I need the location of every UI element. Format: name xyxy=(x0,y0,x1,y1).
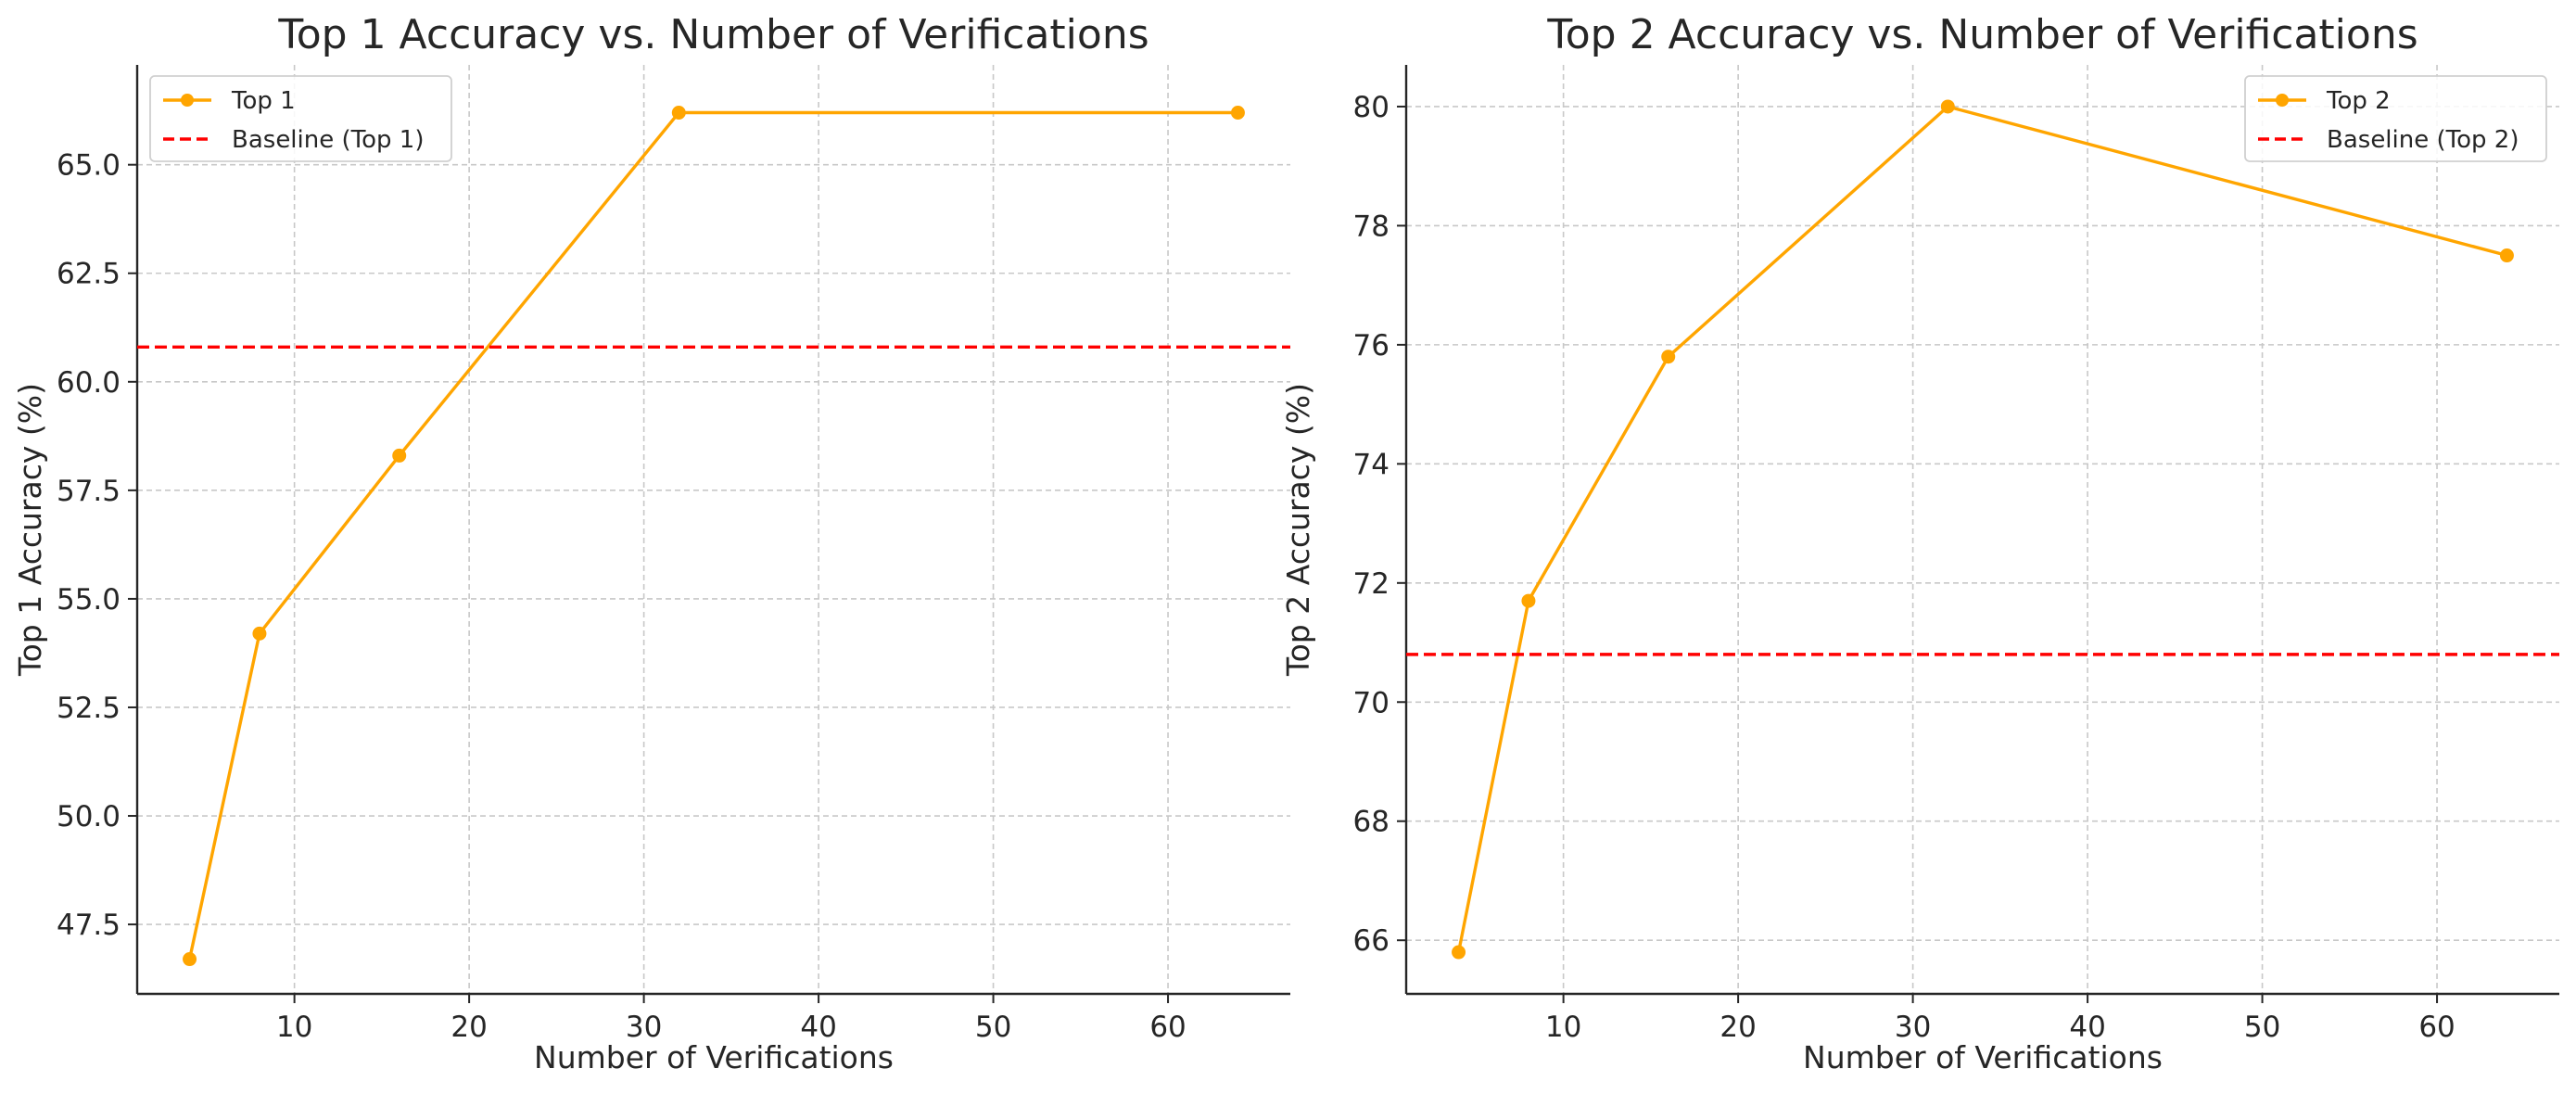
x-tick-label: 50 xyxy=(975,1011,1011,1044)
x-tick-label: 60 xyxy=(2418,1011,2455,1044)
y-tick-label: 52.5 xyxy=(57,692,121,725)
data-point xyxy=(1940,99,1955,114)
y-tick-label: 50.0 xyxy=(57,800,121,833)
x-tick-label: 10 xyxy=(1545,1011,1581,1044)
data-point xyxy=(183,952,197,967)
y-tick-label: 57.5 xyxy=(57,475,121,508)
x-tick-label: 10 xyxy=(276,1011,312,1044)
y-tick-label: 66 xyxy=(1353,924,1390,958)
legend-label: Baseline (Top 1) xyxy=(232,126,424,154)
legend: Top 2 Baseline (Top 2) xyxy=(2244,75,2547,162)
x-axis-label: Number of Verifications xyxy=(1803,1039,2163,1075)
y-tick-label: 76 xyxy=(1353,329,1390,363)
x-tick-label: 30 xyxy=(1895,1011,1931,1044)
y-tick-label: 72 xyxy=(1353,567,1390,601)
y-axis-label: Top 2 Accuracy (%) xyxy=(1280,383,1316,677)
y-axis-label: Top 1 Accuracy (%) xyxy=(12,383,48,677)
chart-panel-2: 10 20 30 40 50 60 66 68 70 72 74 76 78 80 Top 2 Accura… xyxy=(1280,11,2559,1075)
legend-swatch-marker xyxy=(181,94,194,107)
legend-box xyxy=(2244,75,2547,162)
x-tick-label: 40 xyxy=(800,1011,836,1044)
y-tick-label: 80 xyxy=(1353,91,1390,124)
data-point xyxy=(1521,593,1536,608)
y-tick-label: 68 xyxy=(1353,806,1390,839)
y-tick-label: 60.0 xyxy=(57,366,121,400)
y-tick-label: 78 xyxy=(1353,210,1390,243)
y-tick-label: 70 xyxy=(1353,686,1390,719)
legend-swatch-marker xyxy=(2276,94,2289,107)
legend-label: Baseline (Top 2) xyxy=(2327,126,2519,154)
data-point xyxy=(2499,248,2514,263)
legend-label: Top 2 xyxy=(2326,87,2391,115)
data-point xyxy=(1661,350,1676,364)
chart-title: Top 2 Accuracy vs. Number of Verificatio… xyxy=(1546,11,2417,58)
data-point xyxy=(1452,945,1466,960)
chart-panel-1: 10 20 30 40 50 60 47.5 50.0 52.5 55.0 57.5 60.0 62.5… xyxy=(12,11,1290,1075)
legend-label: Top 1 xyxy=(231,87,296,115)
legend: Top 1 Baseline (Top 1) xyxy=(149,75,452,162)
x-axis-label: Number of Verifications xyxy=(534,1039,894,1075)
y-tick-label: 65.0 xyxy=(57,149,121,183)
x-tick-label: 20 xyxy=(1719,1011,1756,1044)
chart-title: Top 1 Accuracy vs. Number of Verificatio… xyxy=(277,11,1148,58)
x-tick-label: 20 xyxy=(450,1011,487,1044)
y-tick-label: 47.5 xyxy=(57,909,121,942)
legend-box xyxy=(149,75,452,162)
x-tick-label: 60 xyxy=(1149,1011,1186,1044)
y-tick-label: 62.5 xyxy=(57,258,121,291)
data-point xyxy=(252,626,267,641)
data-point xyxy=(1230,106,1245,121)
x-tick-label: 30 xyxy=(626,1011,662,1044)
data-point xyxy=(392,448,407,463)
data-point xyxy=(671,106,686,121)
y-tick-label: 55.0 xyxy=(57,583,121,617)
y-tick-label: 74 xyxy=(1353,448,1390,481)
x-tick-label: 40 xyxy=(2069,1011,2105,1044)
x-tick-label: 50 xyxy=(2244,1011,2280,1044)
